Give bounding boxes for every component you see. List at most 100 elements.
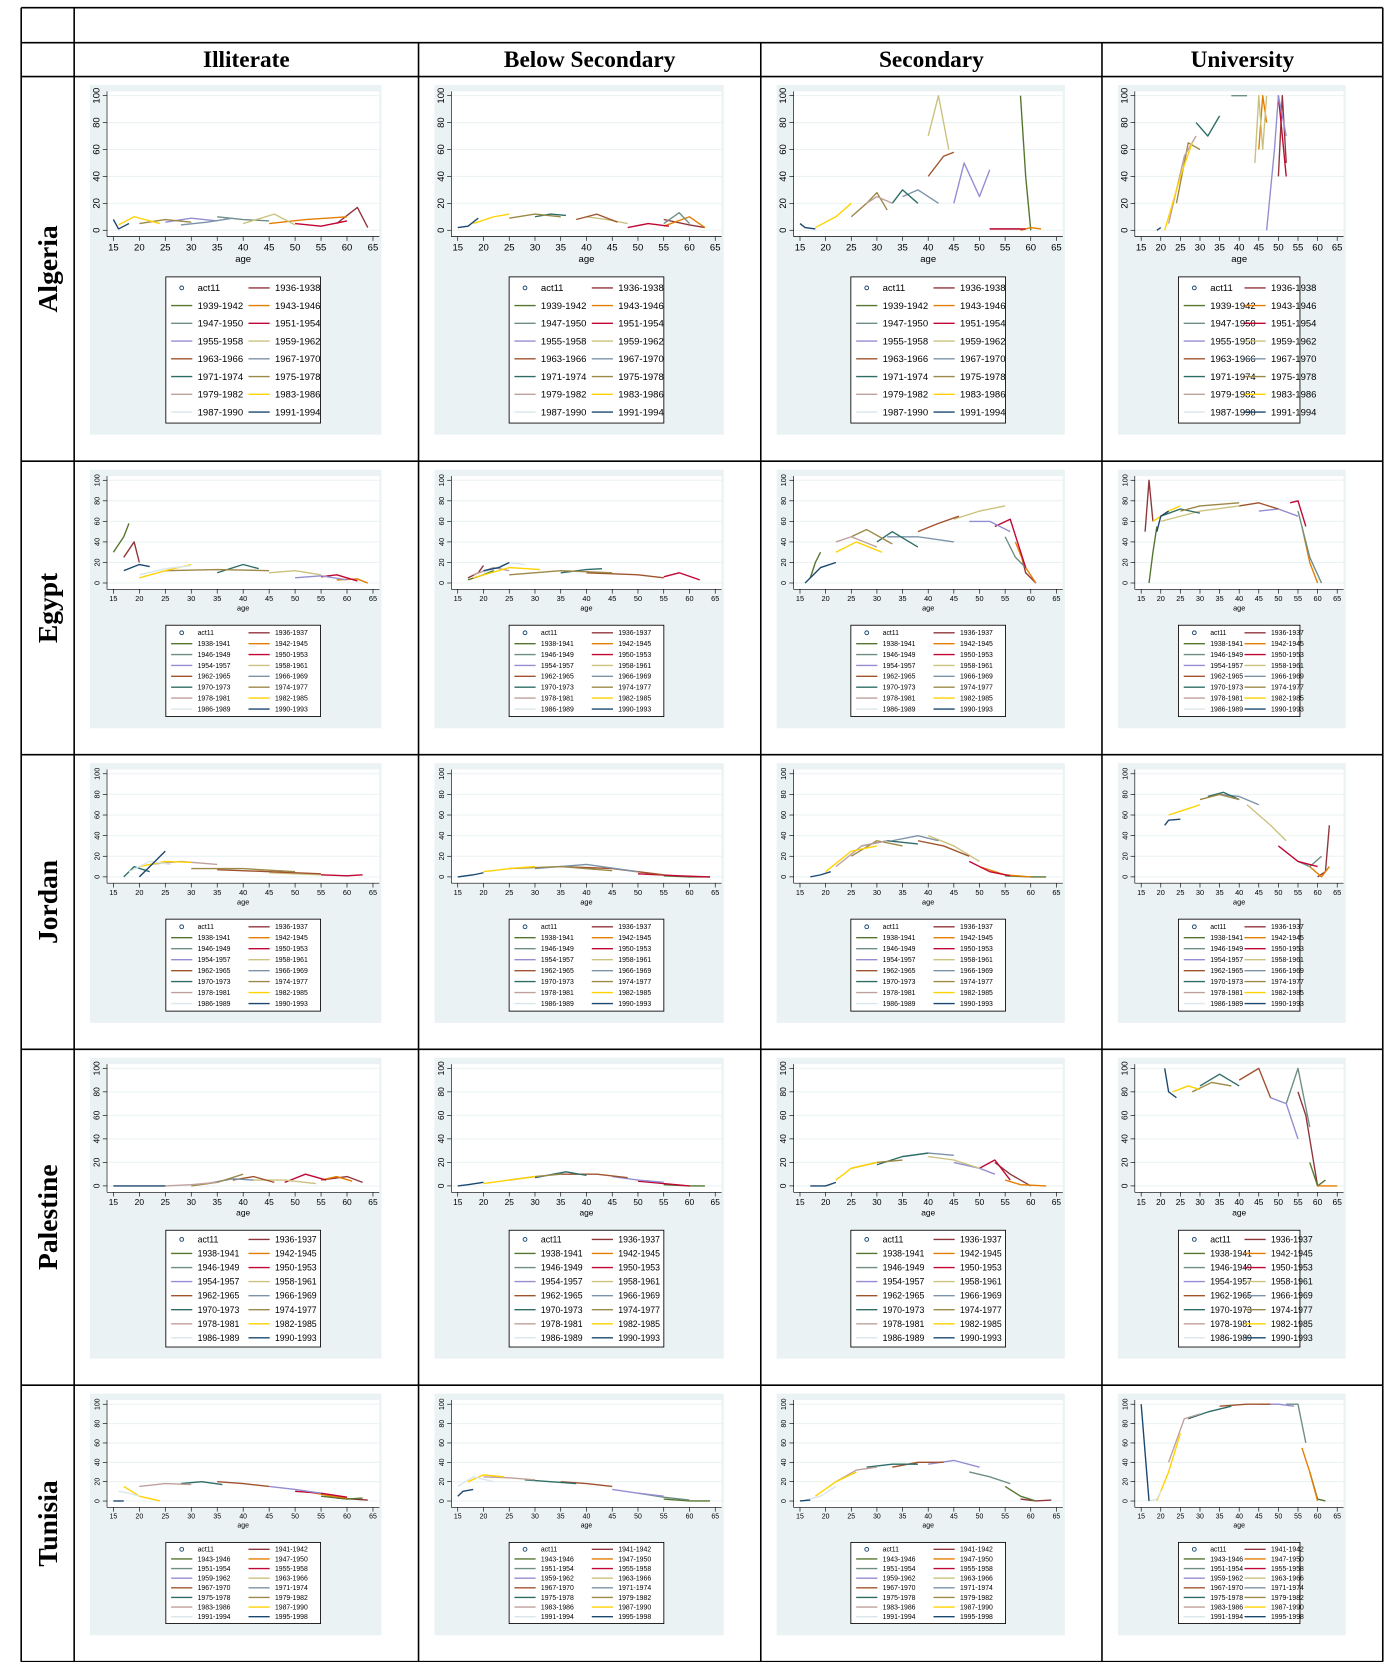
legend-label: 1978-1981 [883, 1319, 925, 1329]
x-tick-label: 20 [135, 1514, 143, 1521]
y-tick-label: 40 [95, 1458, 102, 1466]
series-line [892, 1461, 944, 1468]
series-line [1277, 94, 1287, 177]
x-tick-label: 25 [1176, 594, 1184, 603]
x-tick-label: 60 [1027, 1514, 1035, 1521]
legend-label: 1946-1949 [541, 652, 574, 659]
series-line [994, 518, 1027, 568]
x-tick-label: 65 [369, 594, 377, 603]
x-tick-label: 45 [264, 1197, 274, 1207]
y-tick-label: 40 [93, 832, 102, 840]
legend-box [850, 624, 1006, 717]
legend-label: 1947-1950 [618, 1556, 651, 1563]
legend-label: 1974-1977 [1271, 685, 1304, 692]
series-line [814, 1471, 857, 1497]
series-line [663, 216, 706, 229]
legend-label: 1986-1989 [883, 1333, 925, 1343]
legend-label: 1971-1974 [618, 1585, 651, 1592]
legend-label: 1954-1957 [541, 1277, 583, 1287]
x-tick-label: 60 [1314, 1514, 1322, 1521]
legend-label: 1962-1965 [1210, 968, 1243, 975]
x-tick-label: 20 [820, 242, 831, 253]
legend-label: 1938-1941 [883, 935, 916, 942]
legend-label: 1987-1990 [1271, 1604, 1304, 1611]
y-tick-label: 40 [1122, 1458, 1129, 1466]
legend-label: 1982-1985 [960, 1319, 1002, 1329]
legend-label: 1936-1937 [960, 1234, 1002, 1244]
legend-label: 1982-1985 [618, 990, 651, 997]
x-tick-label: 55 [1294, 594, 1302, 603]
plot-area [793, 1064, 1063, 1193]
x-tick-label: 25 [1177, 1514, 1185, 1521]
x-tick-label: 65 [1052, 594, 1060, 603]
legend-label: 1974-1977 [960, 1305, 1002, 1315]
legend-label: 1950-1953 [960, 1263, 1002, 1273]
y-tick-label: 0 [778, 1183, 788, 1188]
legend-label: 1966-1969 [1271, 674, 1304, 681]
series-line [128, 860, 171, 873]
legend-label: 1938-1941 [1210, 935, 1243, 942]
y-tick-label: 60 [778, 144, 789, 155]
y-tick-label: 40 [1119, 1134, 1129, 1144]
y-tick-label: 20 [1119, 198, 1130, 209]
legend-label: 1955-1958 [1271, 1566, 1304, 1573]
series-line [472, 213, 510, 225]
x-tick-label: 45 [608, 1197, 618, 1207]
legend-label: 1990-1993 [618, 1001, 651, 1008]
legend-marker [522, 630, 528, 636]
legend-label: 1946-1949 [1210, 1263, 1252, 1273]
series-line [1238, 1067, 1272, 1098]
y-tick-label: 80 [93, 790, 102, 798]
y-tick-label: 0 [436, 228, 447, 233]
x-tick-label: 20 [479, 1197, 489, 1207]
series-line [180, 217, 233, 226]
legend-label: 1959-1962 [198, 1576, 231, 1583]
legend-box [1177, 276, 1301, 424]
legend-box [1177, 1541, 1301, 1624]
legend-label: 1951-1954 [960, 319, 1006, 330]
y-tick-label: 40 [439, 1458, 446, 1466]
x-tick-label: 15 [1136, 242, 1147, 253]
legend-label: 1955-1958 [1210, 336, 1256, 347]
y-tick-label: 40 [1120, 538, 1129, 546]
legend-label: 1990-1993 [1271, 706, 1304, 713]
legend-label: 1974-1977 [275, 979, 308, 986]
legend-label: 1950-1953 [275, 652, 308, 659]
series-line [1164, 818, 1181, 826]
series-line [1019, 95, 1032, 231]
legend-label: 1943-1946 [618, 301, 664, 312]
y-tick-label: 0 [779, 581, 788, 585]
x-tick-label: 40 [239, 888, 247, 897]
y-tick-label: 80 [1119, 1087, 1129, 1097]
legend-label: 1951-1954 [198, 1566, 231, 1573]
y-tick-label: 40 [92, 171, 103, 182]
legend-label: 1943-1946 [1210, 1556, 1243, 1563]
legend-label: 1950-1953 [275, 946, 308, 953]
series-line [217, 216, 270, 222]
y-tick-label: 100 [1120, 768, 1129, 780]
plot-area [107, 91, 380, 237]
x-tick-label: 30 [873, 594, 881, 603]
plot-area [793, 769, 1063, 884]
plot-area [451, 1064, 722, 1193]
x-tick-label: 30 [1195, 1197, 1205, 1207]
x-tick-label: 65 [369, 1514, 377, 1521]
x-tick-label: 15 [453, 1197, 463, 1207]
legend-label: 1995-1998 [618, 1614, 651, 1621]
legend-label: 1950-1953 [1271, 1263, 1313, 1273]
series-line [295, 575, 348, 581]
legend-label: act11 [198, 283, 221, 294]
legend-label: 1936-1937 [275, 1234, 317, 1244]
series-line [457, 1181, 484, 1187]
x-tick-label: 20 [822, 1514, 830, 1521]
legend-label: 1947-1950 [1210, 319, 1256, 330]
x-tick-label: 50 [634, 594, 642, 603]
x-tick-label: 25 [1176, 888, 1184, 897]
x-tick-label: 15 [795, 1197, 805, 1207]
legend-label: 1975-1978 [618, 372, 664, 383]
legend-label: 1950-1953 [618, 1263, 660, 1273]
legend-label: 1970-1973 [883, 1305, 925, 1315]
series-line [1246, 804, 1287, 842]
plot-area [793, 91, 1063, 237]
x-tick-label: 20 [479, 594, 487, 603]
